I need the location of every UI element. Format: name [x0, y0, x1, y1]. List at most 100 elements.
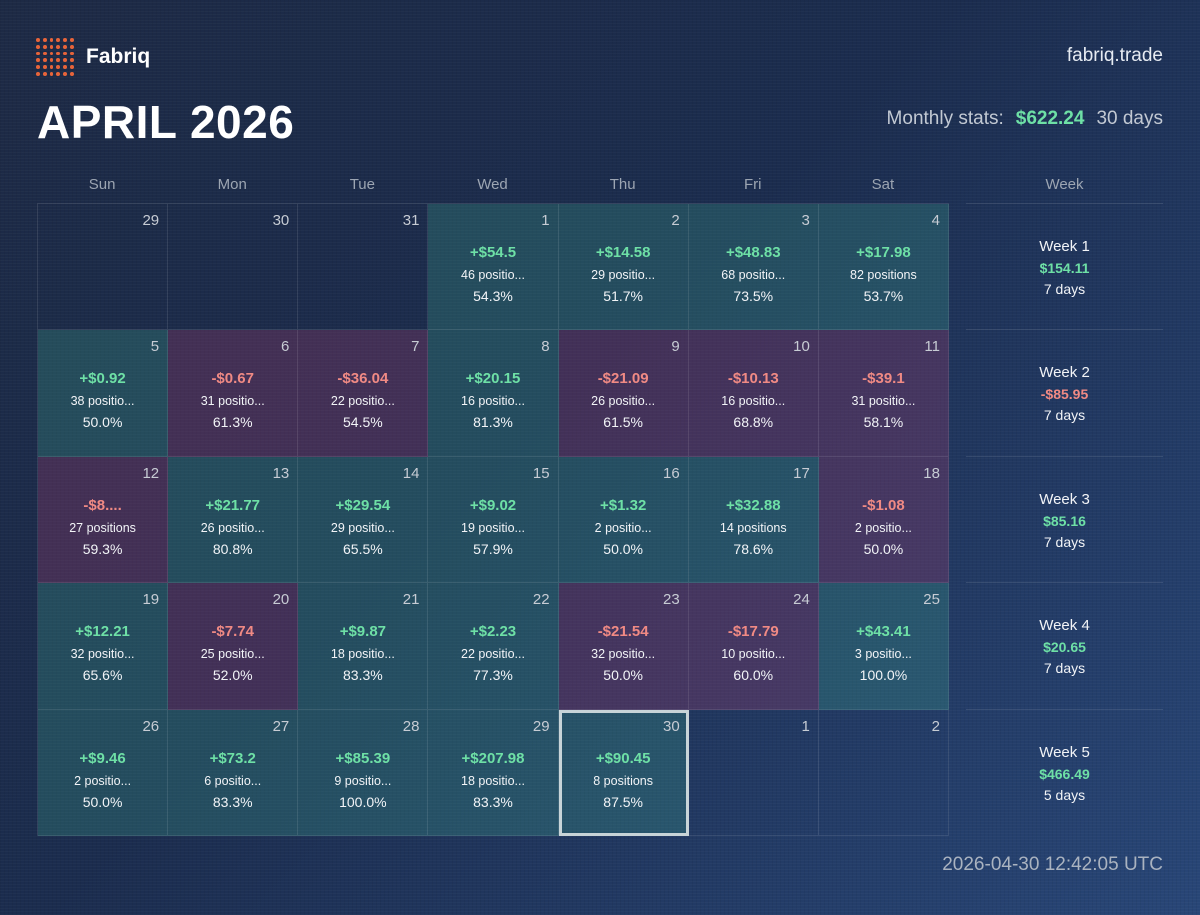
- day-cell[interactable]: 29 +$207.98 18 positio... 83.3%: [428, 709, 559, 836]
- logo-dot: [63, 58, 68, 63]
- day-cell-today[interactable]: 30 +$90.45 8 positions 87.5%: [558, 709, 689, 836]
- weekday-header: Mon: [217, 176, 247, 193]
- day-win-rate: 65.6%: [82, 667, 123, 684]
- day-cell[interactable]: 6 -$0.67 31 positio... 61.3%: [168, 330, 299, 457]
- day-cell[interactable]: 29: [38, 204, 169, 331]
- site-link[interactable]: fabriq.trade: [1066, 45, 1163, 66]
- day-positions: 18 positio...: [330, 647, 395, 662]
- day-pnl: -$8....: [83, 496, 122, 514]
- brand-name: Fabriq: [86, 45, 151, 68]
- day-cell[interactable]: 23 -$21.54 32 positio... 50.0%: [558, 583, 689, 710]
- day-pnl: +$207.98: [461, 749, 525, 767]
- weekday-header: Fri: [744, 176, 762, 193]
- week-summary-row[interactable]: Week 3 $85.16 7 days: [966, 455, 1163, 582]
- logo-dot: [36, 58, 40, 63]
- logo-dot: [49, 51, 54, 56]
- day-pnl: +$21.77: [205, 496, 261, 514]
- day-positions: 22 positio...: [330, 394, 395, 409]
- day-pnl: +$2.23: [469, 623, 517, 641]
- week-summary-row[interactable]: Week 5 $466.49 5 days: [966, 708, 1163, 835]
- day-number: 22: [532, 591, 550, 609]
- day-positions: 2 positio...: [854, 520, 912, 535]
- day-cell[interactable]: 21 +$9.87 18 positio... 83.3%: [298, 583, 429, 710]
- day-pnl: +$17.98: [856, 244, 911, 261]
- day-positions: 18 positio...: [461, 773, 525, 788]
- week-pnl: $20.65: [1043, 639, 1086, 656]
- logo-dot: [70, 72, 74, 76]
- day-number: 16: [663, 464, 680, 482]
- day-number: 7: [411, 338, 420, 356]
- day-cell[interactable]: 24 -$17.79 10 positio... 60.0%: [688, 583, 819, 710]
- day-number: 8: [541, 338, 550, 356]
- day-cell[interactable]: 16 +$1.32 2 positio... 50.0%: [558, 456, 689, 584]
- day-cell[interactable]: 30: [168, 204, 299, 331]
- day-cell[interactable]: 3 +$48.83 68 positio... 73.5%: [688, 204, 819, 331]
- day-number: 14: [402, 464, 420, 482]
- day-cell[interactable]: 14 +$29.54 29 positio... 65.5%: [298, 456, 429, 584]
- day-cell[interactable]: 13 +$21.77 26 positio... 80.8%: [168, 456, 299, 584]
- brand[interactable]: Fabriq: [36, 38, 150, 76]
- logo-dot: [56, 58, 61, 63]
- day-pnl: -$21.09: [597, 370, 649, 388]
- week-summary-row[interactable]: Week 4 $20.65 7 days: [966, 582, 1163, 708]
- day-cell[interactable]: 28 +$85.39 9 positio... 100.0%: [298, 709, 429, 836]
- day-positions: 22 positio...: [461, 647, 525, 662]
- day-cell[interactable]: 17 +$32.88 14 positions 78.6%: [688, 456, 819, 584]
- day-win-rate: 68.8%: [733, 414, 774, 431]
- day-cell[interactable]: 18 -$1.08 2 positio... 50.0%: [818, 456, 949, 584]
- day-cell[interactable]: 12 -$8.... 27 positions 59.3%: [38, 456, 169, 584]
- logo-dot: [70, 58, 74, 63]
- weekly-summary: Week 1 $154.11 7 days Week 2 -$85.95 7 days We…: [966, 203, 1163, 835]
- day-cell[interactable]: 20 -$7.74 25 positio... 52.0%: [168, 583, 299, 710]
- day-cell[interactable]: 31: [298, 204, 429, 331]
- day-number: 28: [402, 717, 420, 735]
- day-number: 21: [402, 591, 420, 609]
- day-win-rate: 65.5%: [343, 540, 383, 557]
- week-summary-row[interactable]: Week 2 -$85.95 7 days: [966, 329, 1163, 455]
- day-positions: 3 positio...: [854, 647, 912, 662]
- page-title: APRIL 2026: [37, 96, 295, 148]
- day-number: 4: [931, 212, 940, 229]
- day-cell[interactable]: 15 +$9.02 19 positio... 57.9%: [428, 456, 559, 584]
- day-positions: 8 positions: [593, 773, 654, 788]
- day-positions: 38 positio...: [70, 394, 135, 409]
- day-pnl: -$1.08: [862, 496, 905, 514]
- week-label: Week 2: [1039, 364, 1090, 382]
- weekday-header: Thu: [609, 176, 636, 193]
- day-pnl: -$36.04: [337, 370, 389, 388]
- day-cell[interactable]: 2 +$14.58 29 positio... 51.7%: [558, 204, 689, 331]
- day-cell[interactable]: 22 +$2.23 22 positio... 77.3%: [428, 583, 559, 710]
- day-cell[interactable]: 1: [688, 709, 819, 836]
- logo-dot: [63, 65, 68, 70]
- day-cell[interactable]: 7 -$36.04 22 positio... 54.5%: [298, 330, 429, 457]
- day-cell[interactable]: 10 -$10.13 16 positio... 68.8%: [688, 330, 819, 457]
- logo-dot: [70, 38, 74, 42]
- day-cell[interactable]: 5 +$0.92 38 positio... 50.0%: [38, 330, 169, 457]
- week-days: 7 days: [1043, 533, 1086, 550]
- day-win-rate: 87.5%: [603, 793, 643, 810]
- day-number: 29: [142, 212, 160, 229]
- day-cell[interactable]: 25 +$43.41 3 positio... 100.0%: [818, 583, 949, 710]
- week-summary-row[interactable]: Week 1 $154.11 7 days: [966, 203, 1163, 329]
- day-win-rate: 60.0%: [733, 667, 774, 684]
- timestamp: 2026-04-30 12:42:05 UTC: [942, 854, 1163, 875]
- day-cell[interactable]: 9 -$21.09 26 positio... 61.5%: [558, 330, 689, 457]
- day-number: 18: [923, 464, 940, 482]
- day-cell[interactable]: 8 +$20.15 16 positio... 81.3%: [428, 330, 559, 457]
- day-pnl: +$43.41: [856, 623, 911, 641]
- logo-dot: [42, 38, 47, 42]
- week-label: Week 5: [1039, 743, 1090, 761]
- day-cell[interactable]: 19 +$12.21 32 positio... 65.6%: [38, 583, 169, 710]
- logo-dot: [36, 51, 40, 56]
- day-cell[interactable]: 2: [818, 709, 949, 836]
- day-number: 9: [671, 338, 680, 356]
- day-positions: 82 positions: [850, 268, 917, 282]
- day-cell[interactable]: 26 +$9.46 2 positio... 50.0%: [38, 709, 169, 836]
- monthly-stats: Monthly stats: $622.24 30 days: [887, 108, 1163, 130]
- day-positions: 19 positio...: [461, 520, 525, 535]
- day-cell[interactable]: 11 -$39.1 31 positio... 58.1%: [818, 330, 949, 457]
- day-number: 11: [924, 338, 940, 356]
- day-cell[interactable]: 4 +$17.98 82 positions 53.7%: [818, 204, 949, 331]
- day-cell[interactable]: 1 +$54.5 46 positio... 54.3%: [428, 204, 559, 331]
- day-cell[interactable]: 27 +$73.2 6 positio... 83.3%: [168, 709, 299, 836]
